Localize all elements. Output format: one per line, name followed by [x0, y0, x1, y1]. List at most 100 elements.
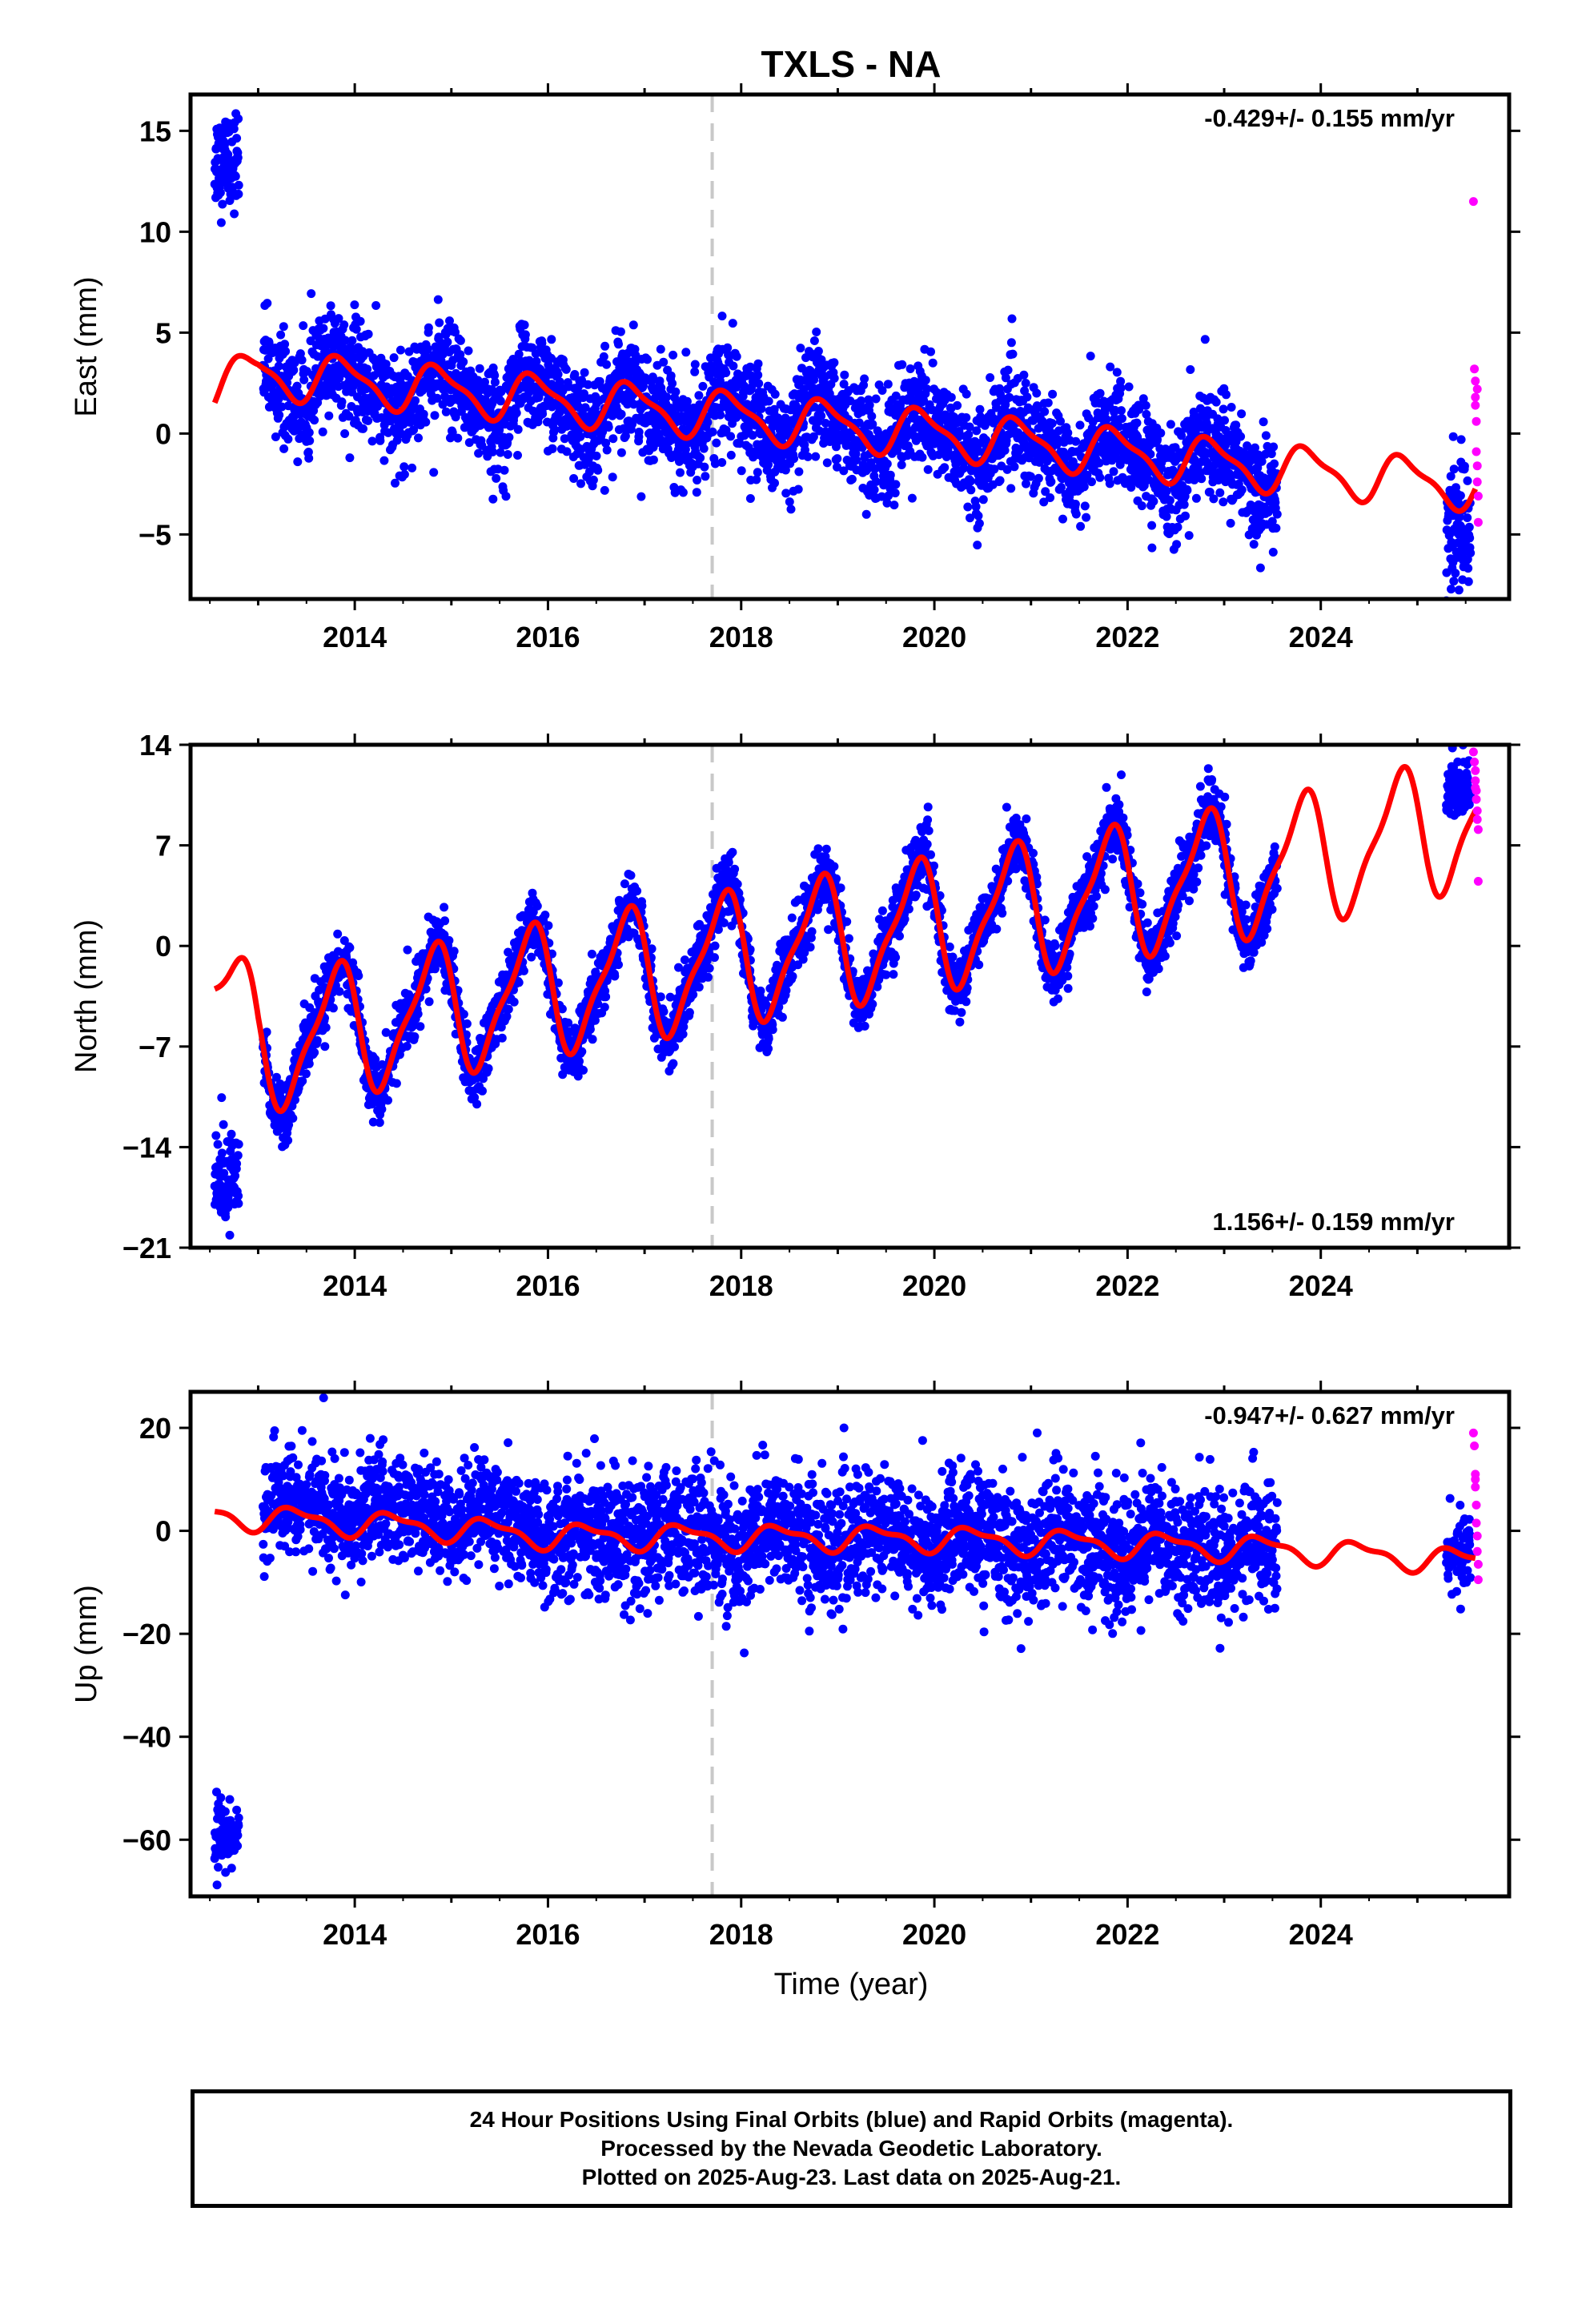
- final-orbit-point: [484, 1063, 493, 1073]
- final-orbit-point: [538, 409, 548, 419]
- final-orbit-point: [213, 1140, 223, 1149]
- final-orbit-point: [473, 376, 483, 385]
- final-orbit-point: [561, 364, 571, 374]
- final-orbit-point: [490, 371, 500, 380]
- final-orbit-point: [547, 335, 556, 344]
- final-orbit-point: [1080, 501, 1090, 511]
- rapid-orbit-point: [1471, 400, 1480, 410]
- final-orbit-point: [1046, 477, 1056, 486]
- final-orbit-point: [1249, 540, 1259, 549]
- final-orbit-point: [699, 444, 709, 453]
- final-orbit-point: [1200, 335, 1210, 344]
- final-orbit-point: [829, 373, 839, 383]
- final-orbit-point: [520, 330, 530, 340]
- y-tick-label: −5: [139, 518, 171, 551]
- final-orbit-point: [1463, 513, 1472, 522]
- final-orbit-point: [728, 319, 737, 328]
- final-orbit-point: [789, 454, 799, 464]
- final-orbit-point: [513, 424, 523, 434]
- final-orbit-point: [786, 505, 796, 514]
- rapid-orbit-point: [1471, 392, 1480, 402]
- rate-annotation: -0.429+/- 0.155 mm/yr: [1204, 104, 1455, 132]
- final-orbit-point: [726, 450, 736, 460]
- final-orbit-point: [770, 389, 780, 399]
- final-orbit-point: [721, 425, 731, 435]
- final-orbit-point: [616, 409, 626, 419]
- final-orbit-point: [671, 387, 681, 396]
- final-orbit-point: [890, 489, 900, 498]
- final-orbit-point: [1451, 569, 1460, 578]
- final-orbit-point: [351, 324, 361, 334]
- final-orbit-point: [328, 1003, 338, 1013]
- final-orbit-point: [1071, 509, 1081, 519]
- final-orbit-point: [232, 134, 242, 143]
- final-orbit-point: [1124, 382, 1134, 392]
- final-orbit-point: [833, 454, 842, 464]
- rapid-orbit-point: [1472, 447, 1481, 456]
- final-orbit-point: [400, 469, 409, 479]
- final-orbit-point: [233, 1151, 243, 1160]
- final-orbit-point: [840, 370, 849, 380]
- final-orbit-point: [721, 368, 731, 377]
- final-orbit-point: [729, 361, 738, 371]
- final-orbit-point: [304, 1059, 314, 1068]
- final-orbit-point: [350, 300, 359, 310]
- final-orbit-point: [1102, 415, 1111, 424]
- final-orbit-point: [871, 394, 881, 404]
- final-orbit-point: [600, 485, 609, 495]
- final-orbit-point: [297, 356, 307, 365]
- final-orbit-point: [232, 1159, 242, 1168]
- final-orbit-point: [371, 301, 381, 310]
- chart-title: TXLS - NA: [761, 43, 942, 85]
- final-orbit-point: [745, 494, 755, 503]
- final-orbit-point: [1026, 472, 1035, 481]
- final-orbit-point: [402, 1042, 412, 1051]
- final-orbit-point: [608, 434, 618, 444]
- final-orbit-point: [414, 433, 423, 443]
- final-orbit-point: [1021, 379, 1030, 388]
- final-orbit-point: [460, 423, 469, 432]
- final-orbit-point: [509, 997, 519, 1007]
- final-orbit-point: [1006, 338, 1016, 348]
- rapid-orbit-point: [1472, 461, 1482, 471]
- final-orbit-point: [1032, 388, 1042, 398]
- final-orbit-point: [354, 971, 363, 980]
- final-orbit-point: [643, 355, 652, 364]
- final-orbit-point: [218, 1251, 227, 1260]
- final-orbit-point: [472, 1100, 482, 1109]
- final-orbit-point: [276, 330, 286, 340]
- final-orbit-point: [600, 341, 610, 351]
- final-orbit-point: [1172, 540, 1182, 549]
- final-orbit-point: [453, 433, 463, 443]
- final-orbit-point: [303, 448, 313, 456]
- rapid-orbit-point: [1472, 384, 1482, 394]
- final-orbit-point: [656, 344, 665, 354]
- final-orbit-point: [1116, 384, 1126, 392]
- final-orbit-point: [703, 417, 713, 427]
- final-orbit-point: [424, 997, 434, 1007]
- final-orbit-point: [579, 1065, 588, 1075]
- final-orbit-point: [1076, 521, 1086, 531]
- final-orbit-point: [1259, 417, 1268, 427]
- final-orbit-point: [299, 375, 309, 384]
- final-orbit-point: [359, 424, 367, 433]
- final-orbit-point: [753, 468, 762, 477]
- final-orbit-point: [340, 429, 350, 438]
- final-orbit-point: [413, 1009, 423, 1019]
- final-orbit-point: [706, 353, 715, 363]
- final-orbit-point: [1219, 497, 1228, 507]
- final-orbit-point: [1166, 420, 1175, 429]
- final-orbit-point: [301, 1069, 311, 1079]
- final-orbit-point: [575, 1056, 584, 1066]
- final-orbit-point: [1255, 563, 1265, 573]
- final-orbit-point: [1227, 403, 1236, 412]
- final-orbit-point: [569, 474, 579, 483]
- final-orbit-point: [400, 462, 409, 472]
- final-orbit-point: [1447, 585, 1456, 594]
- final-orbit-point: [696, 453, 705, 463]
- final-orbit-point: [410, 1032, 420, 1041]
- final-orbit-point: [274, 361, 283, 371]
- final-orbit-point: [1237, 485, 1247, 495]
- final-orbit-point: [532, 901, 542, 911]
- final-orbit-point: [375, 436, 385, 445]
